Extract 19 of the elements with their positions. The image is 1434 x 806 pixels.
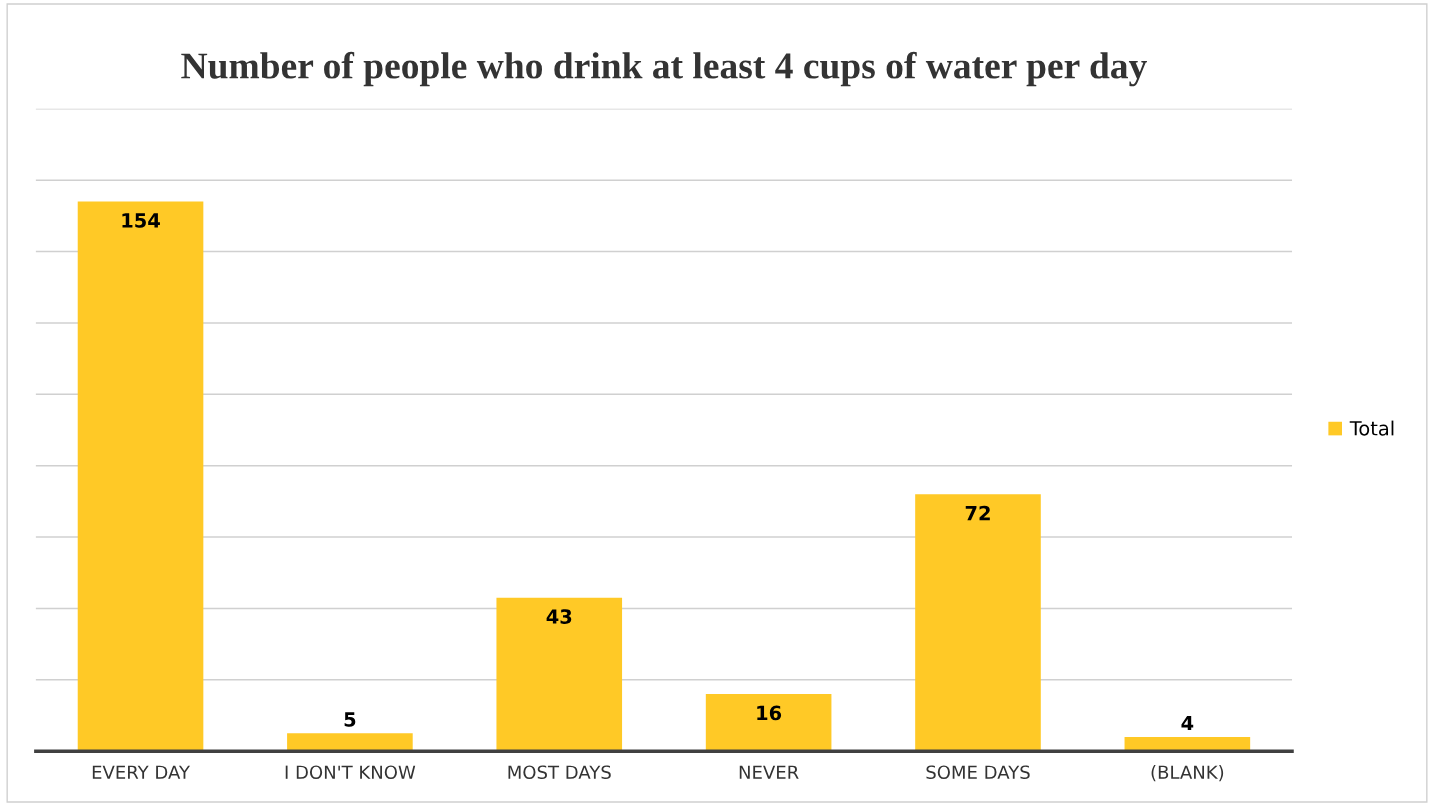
x-tick-label: NEVER (739, 765, 799, 779)
bar (77, 201, 204, 752)
data-label: 154 (122, 213, 160, 228)
x-tick-label: MOST DAYS (508, 765, 611, 780)
legend-label: Total (1349, 420, 1394, 436)
x-tick-label: (BLANK) (1151, 765, 1224, 782)
bar (915, 494, 1041, 752)
bar (287, 733, 413, 752)
data-label: 43 (546, 609, 572, 624)
x-tick-label: SOME DAYS (926, 765, 1030, 780)
bar (496, 597, 623, 752)
data-label: 72 (965, 505, 990, 521)
data-label: 5 (344, 712, 356, 727)
data-label: 4 (1181, 715, 1194, 731)
bar (705, 694, 832, 752)
x-tick-label: EVERY DAY (92, 765, 191, 779)
chart-title: Number of people who drink at least 4 cups of water per day (181, 51, 1147, 87)
data-label: 16 (757, 705, 782, 721)
x-tick-label: I DON'T KNOW (285, 765, 416, 780)
